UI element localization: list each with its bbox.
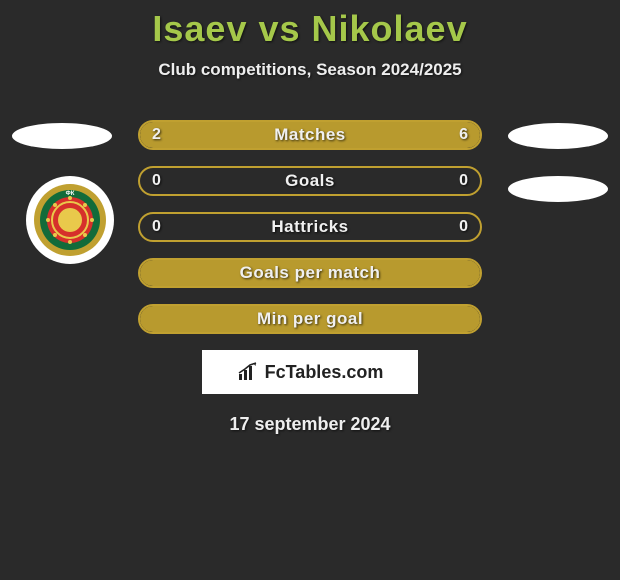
stat-bar-label: Matches	[140, 122, 480, 148]
stat-bar: Hattricks0 0	[138, 212, 482, 242]
stat-bar-track: Goals per match	[138, 258, 482, 288]
stat-bar: Goals0 0	[138, 166, 482, 196]
stat-bar-value-left: 2	[140, 122, 173, 148]
stat-bar-label: Min per goal	[140, 306, 480, 332]
stat-bar: Matches2 6	[138, 120, 482, 150]
stat-bar-value-left: 0	[140, 214, 173, 240]
stat-bar-track: Goals0 0	[138, 166, 482, 196]
stat-bar-track: Hattricks0 0	[138, 212, 482, 242]
page-subtitle: Club competitions, Season 2024/2025	[0, 60, 620, 80]
club-crest-icon: ФК	[33, 183, 107, 257]
left-team-badge: ФК	[26, 176, 114, 264]
player-left-placeholder-1	[12, 123, 112, 149]
stat-bar-label: Goals	[140, 168, 480, 194]
stat-bar: Min per goal	[138, 304, 482, 334]
stat-bar-label: Goals per match	[140, 260, 480, 286]
chart-icon	[237, 362, 259, 382]
stat-bar-value-left: 0	[140, 168, 173, 194]
stat-bar-value-right: 6	[447, 122, 480, 148]
comparison-bars: Matches26Goals00Hattricks00Goals per mat…	[138, 120, 482, 334]
stat-bar-track: Min per goal	[138, 304, 482, 334]
stat-bar-track: Matches2 6	[138, 120, 482, 150]
page-title: Isaev vs Nikolaev	[0, 0, 620, 50]
footer-date: 17 september 2024	[0, 414, 620, 435]
site-branding: FcTables.com	[202, 350, 418, 394]
stat-bar-value-right: 0	[447, 214, 480, 240]
stat-bar-label: Hattricks	[140, 214, 480, 240]
player-right-placeholder-2	[508, 176, 608, 202]
site-name: FcTables.com	[265, 362, 384, 383]
stat-bar-value-right: 0	[447, 168, 480, 194]
player-right-placeholder-1	[508, 123, 608, 149]
stat-bar: Goals per match	[138, 258, 482, 288]
svg-text:ФК: ФК	[66, 191, 75, 197]
